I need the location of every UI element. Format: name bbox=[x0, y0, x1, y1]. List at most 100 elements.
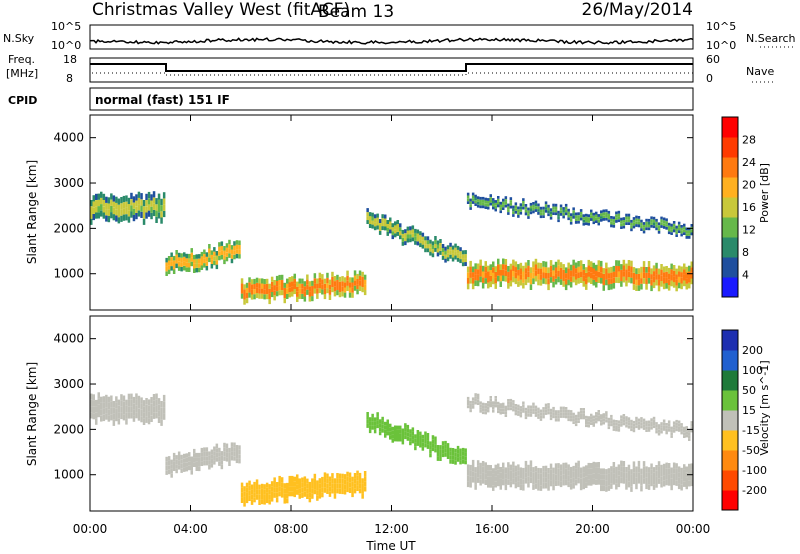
heatmap-cell bbox=[160, 401, 163, 408]
heatmap-cell bbox=[479, 205, 482, 209]
heatmap-cell bbox=[105, 215, 108, 222]
heatmap-cell bbox=[579, 217, 583, 221]
heatmap-cell bbox=[590, 215, 593, 218]
heatmap-cell bbox=[607, 426, 611, 430]
heatmap-cell bbox=[524, 206, 528, 210]
heatmap-cell bbox=[512, 214, 515, 217]
heatmap-cell bbox=[361, 478, 364, 484]
heatmap-cell bbox=[215, 264, 219, 270]
heatmap-cell bbox=[665, 428, 668, 432]
heatmap-cell bbox=[522, 203, 525, 207]
nsky-tick-bottom: 10^0 bbox=[51, 39, 81, 52]
colorbar-tick-label: 20 bbox=[742, 179, 756, 192]
heatmap-cell bbox=[642, 466, 646, 473]
heatmap-cell bbox=[595, 214, 598, 218]
heatmap-cell bbox=[396, 227, 399, 232]
heatmap-cell bbox=[454, 456, 457, 461]
heatmap-cell bbox=[630, 428, 633, 432]
heatmap-cell bbox=[688, 432, 691, 436]
heatmap-cell bbox=[683, 274, 686, 281]
heatmap-cell bbox=[479, 276, 482, 283]
heatmap-cell bbox=[660, 219, 663, 223]
heatmap-cell bbox=[270, 286, 274, 292]
heatmap-cell bbox=[381, 214, 384, 219]
heatmap-cell bbox=[597, 214, 600, 217]
heatmap-cell bbox=[650, 268, 653, 275]
heatmap-cell bbox=[610, 466, 613, 472]
nave-label: Nave bbox=[746, 65, 774, 78]
heatmap-cell bbox=[688, 475, 691, 481]
heatmap-cell bbox=[672, 221, 676, 224]
heatmap-cell bbox=[562, 215, 565, 219]
heatmap-cell bbox=[122, 208, 126, 215]
heatmap-cell bbox=[323, 294, 327, 300]
heatmap-cell bbox=[572, 412, 575, 416]
heatmap-cell bbox=[140, 397, 143, 404]
heatmap-cell bbox=[527, 207, 530, 211]
heatmap-cell bbox=[602, 212, 605, 216]
heatmap-cell bbox=[655, 465, 658, 471]
heatmap-cell bbox=[318, 277, 322, 283]
heatmap-cell bbox=[630, 225, 633, 229]
heatmap-cell bbox=[95, 206, 98, 213]
heatmap-cell bbox=[338, 292, 342, 298]
heatmap-cell bbox=[539, 468, 543, 474]
heatmap-cell bbox=[675, 419, 678, 423]
heatmap-cell bbox=[210, 454, 214, 459]
heatmap-cell bbox=[296, 479, 299, 485]
heatmap-cell bbox=[683, 263, 686, 270]
heatmap-cell bbox=[404, 435, 407, 440]
heatmap-cell bbox=[333, 478, 337, 484]
heatmap-cell bbox=[346, 285, 349, 291]
heatmap-cell bbox=[343, 292, 347, 298]
heatmap-cell bbox=[205, 252, 209, 257]
heatmap-cell bbox=[243, 299, 246, 305]
heatmap-cell bbox=[667, 426, 671, 429]
heatmap-cell bbox=[484, 200, 487, 204]
heatmap-cell bbox=[414, 240, 417, 245]
heatmap-cell bbox=[288, 481, 291, 487]
heatmap-cell bbox=[522, 484, 525, 491]
heatmap-cell bbox=[484, 405, 487, 409]
heatmap-cell bbox=[313, 484, 317, 490]
heatmap-cell bbox=[157, 416, 161, 423]
heatmap-cell bbox=[286, 288, 289, 294]
heatmap-cell bbox=[517, 481, 520, 488]
heatmap-cell bbox=[389, 229, 392, 234]
heatmap-cell bbox=[476, 201, 480, 205]
heatmap-cell bbox=[640, 225, 643, 229]
heatmap-cell bbox=[132, 215, 136, 222]
heatmap-cell bbox=[296, 296, 299, 302]
heatmap-cell bbox=[627, 481, 631, 488]
heatmap-cell bbox=[544, 409, 548, 412]
heatmap-cell bbox=[585, 222, 588, 226]
heatmap-cell bbox=[602, 479, 605, 486]
heatmap-cell bbox=[155, 216, 158, 223]
heatmap-cell bbox=[235, 445, 239, 450]
heatmap-cell bbox=[366, 415, 369, 420]
heatmap-cell bbox=[632, 467, 636, 473]
heatmap-cell bbox=[431, 241, 435, 246]
heatmap-cell bbox=[590, 468, 593, 475]
heatmap-cell bbox=[303, 481, 307, 487]
heatmap-cell bbox=[258, 283, 261, 289]
heatmap-cell bbox=[92, 413, 95, 420]
heatmap-cell bbox=[544, 273, 548, 279]
heatmap-cell bbox=[590, 413, 593, 417]
heatmap-cell bbox=[434, 448, 437, 453]
heatmap-cell bbox=[514, 412, 518, 416]
heatmap-cell bbox=[260, 288, 264, 294]
heatmap-cell bbox=[439, 239, 442, 243]
heatmap-cell bbox=[559, 210, 563, 213]
heatmap-cell bbox=[471, 459, 475, 466]
heatmap-cell bbox=[590, 278, 593, 284]
heatmap-cell bbox=[554, 203, 558, 207]
heatmap-cell bbox=[494, 404, 497, 408]
heatmap-cell bbox=[100, 197, 103, 205]
heatmap-cell bbox=[316, 283, 319, 289]
heatmap-cell bbox=[574, 462, 578, 469]
heatmap-cell bbox=[255, 293, 259, 299]
heatmap-cell bbox=[461, 455, 465, 460]
heatmap-cell bbox=[416, 229, 420, 234]
heatmap-cell bbox=[92, 207, 95, 214]
